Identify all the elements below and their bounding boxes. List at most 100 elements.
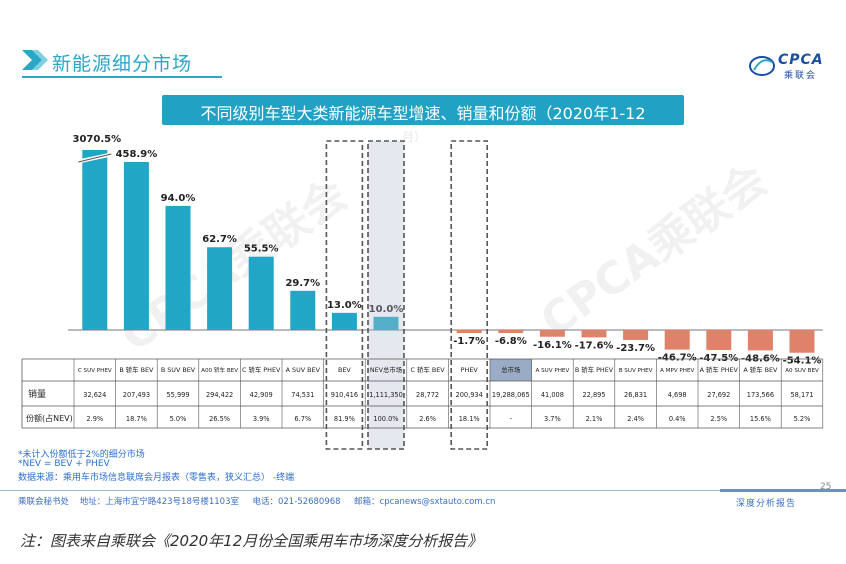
table-share-cell: 5.0%	[170, 415, 187, 423]
bar-value-label: 3070.5%	[72, 134, 121, 145]
table-category-label: C SUV PHEV	[78, 368, 112, 374]
table-category-label: A 轿车 BEV	[743, 365, 778, 374]
table-sales-cell: 19,288,065	[492, 391, 530, 399]
table-category-label: 总市场	[501, 365, 520, 374]
note-line: *NEV = BEV + PHEV	[18, 459, 110, 469]
table-sales-cell: 41,008	[541, 391, 564, 399]
bar	[664, 330, 690, 350]
chart-title-tail: 月）	[402, 130, 427, 144]
bar	[498, 330, 524, 333]
table-row-label: 份额(占NEV)	[26, 413, 73, 423]
bar-value-label: 458.9%	[116, 149, 158, 160]
table-share-cell: 15.6%	[750, 415, 771, 423]
table-share-cell: 3.7%	[544, 415, 561, 423]
table-category-label: A MPV PHEV	[660, 368, 695, 374]
table-share-cell: 6.7%	[294, 415, 311, 423]
bar	[373, 316, 399, 330]
table-category-label: A SUV BEV	[286, 366, 321, 374]
table-share-cell: 2.5%	[710, 415, 727, 423]
table-category-label: NEV总市场	[370, 365, 402, 374]
logo-subtext: 乘联会	[784, 71, 818, 81]
table-sales-cell: 26,831	[624, 391, 647, 399]
table-share-cell: 5.2%	[794, 415, 811, 423]
table-sales-cell: 22,895	[582, 391, 605, 399]
highlight-box	[325, 140, 364, 450]
table-sales-cell: 28,772	[416, 391, 439, 399]
double-chevron-icon	[22, 50, 48, 70]
bar	[207, 247, 233, 330]
bar	[290, 290, 316, 330]
bar-value-label: 10.0%	[369, 304, 404, 315]
table-sales-cell: 294,422	[206, 391, 233, 399]
table-share-cell: 81.9%	[334, 415, 355, 423]
bar-value-label: 62.7%	[202, 234, 237, 245]
table-share-cell: -	[510, 415, 513, 423]
bar	[539, 330, 565, 337]
page-title: 新能源细分市场	[52, 53, 193, 75]
total-market-cell	[490, 359, 532, 381]
table-sales-cell: 55,999	[166, 391, 189, 399]
table-share-cell: 18.1%	[459, 415, 480, 423]
table-category-label: PHEV	[461, 366, 479, 374]
table-share-cell: 3.9%	[253, 415, 270, 423]
bar	[747, 330, 773, 351]
highlight-box	[450, 140, 489, 450]
table-share-cell: 2.9%	[86, 415, 103, 423]
table-share-cell: 0.4%	[669, 415, 686, 423]
bar-value-label: 13.0%	[327, 300, 362, 311]
bar-value-label: -17.6%	[575, 340, 614, 351]
table-category-label: C 轿车 PHEV	[242, 365, 281, 374]
bar	[706, 330, 732, 350]
table-category-label: B SUV BEV	[161, 366, 196, 374]
table-share-cell: 100.0%	[373, 415, 398, 423]
bar	[456, 330, 482, 333]
bar	[165, 205, 191, 330]
table-category-label: A SUV PHEV	[536, 368, 570, 374]
bar	[248, 256, 274, 330]
chart-svg: 3070.5% 458.9% 94.0% 62.7% 55.5% 29.7% 13.0% 10…	[21, 134, 824, 450]
table-category-label: A00 轿车 BEV	[201, 366, 238, 374]
table-share-cell: 26.5%	[209, 415, 230, 423]
table-share-cell: 2.4%	[627, 415, 644, 423]
table-sales-cell: 4,698	[668, 391, 687, 399]
bar	[82, 150, 108, 330]
table-share-cell: 2.6%	[419, 415, 436, 423]
table-sales-cell: 173,566	[747, 391, 774, 399]
bar-value-label: -46.7%	[658, 353, 697, 364]
chart-title-banner	[162, 95, 684, 125]
bar	[623, 330, 649, 340]
footer-accent	[720, 489, 846, 492]
bar	[789, 330, 815, 353]
bar-value-label: -6.8%	[495, 336, 527, 347]
table-sales-cell: 27,692	[707, 391, 730, 399]
table-category-label: B SUV PHEV	[619, 368, 653, 374]
table-category-label: A 轿车 PHEV	[700, 365, 739, 374]
bar-value-label: -23.7%	[616, 343, 655, 354]
table-category-label: C 轿车 BEV	[411, 365, 446, 374]
table-sales-cell: 58,171	[790, 391, 813, 399]
bar-value-label: -16.1%	[533, 340, 572, 351]
axis-break-line	[78, 153, 112, 163]
title-underline	[22, 76, 222, 78]
table-sales-cell: 32,624	[83, 391, 106, 399]
bar	[581, 330, 607, 338]
highlight-box	[367, 140, 405, 450]
cpca-logo-icon	[749, 56, 775, 76]
note-line: 数据来源：乘用车市场信息联席会月报表（零售表，狭义汇总） -终端	[18, 473, 295, 483]
bar-value-label: -47.5%	[699, 353, 738, 364]
bar-value-label: -54.1%	[783, 356, 822, 367]
table-sales-cell: 42,909	[250, 391, 273, 399]
caption: 注：图表来自乘联会《2020年12月份全国乘用车市场深度分析报告》	[20, 532, 483, 550]
chart-title: 不同级别车型大类新能源车型增速、销量和份额（2020年1-12	[200, 104, 646, 123]
table-share-cell: 2.1%	[586, 415, 603, 423]
bar	[331, 312, 357, 330]
table-sales-cell: 910,416	[331, 391, 358, 399]
table-category-label: B 轿车 BEV	[119, 365, 154, 374]
bar-value-label: 29.7%	[285, 278, 320, 289]
footer-report-label: 深度分析报告	[736, 499, 797, 509]
table-row-label: 销量	[28, 388, 46, 400]
bar-value-label: 94.0%	[161, 193, 196, 204]
bar-value-label: 55.5%	[244, 244, 279, 255]
bar-value-label: -1.7%	[453, 336, 485, 347]
footer-divider	[0, 490, 846, 491]
